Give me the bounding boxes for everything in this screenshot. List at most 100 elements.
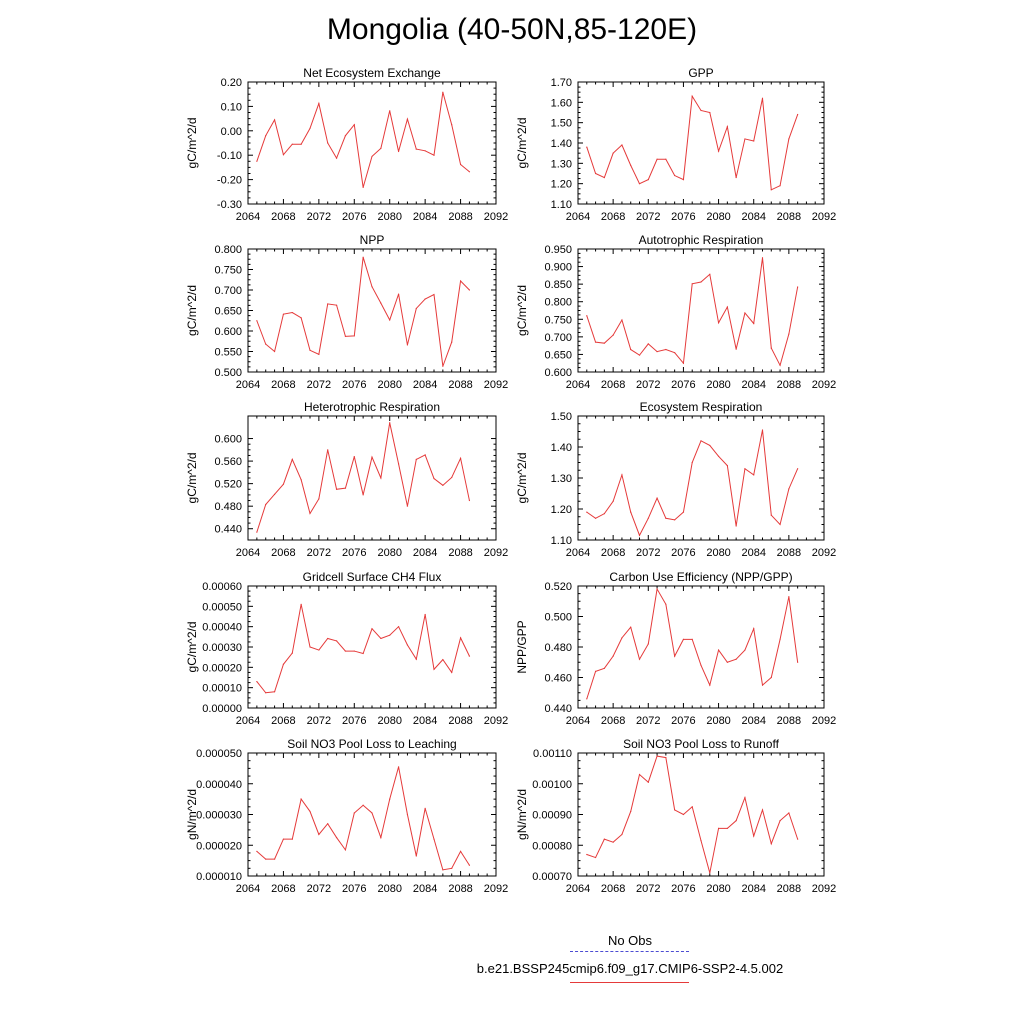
- chart-7-xtick-label: 2064: [566, 715, 590, 727]
- chart-6-point: [353, 650, 355, 652]
- chart-7-point: [779, 638, 781, 640]
- chart-8-point: [318, 833, 320, 836]
- chart-9-ytick-label: 0.00110: [533, 748, 572, 760]
- chart-7-point: [665, 603, 667, 605]
- chart-9-title: Soil NO3 Pool Loss to Runoff: [623, 737, 780, 751]
- chart-1-point: [761, 97, 764, 99]
- chart-3-title: Autotrophic Respiration: [639, 233, 764, 247]
- chart-0-point: [371, 155, 373, 158]
- chart-4-point: [335, 488, 338, 490]
- chart-4-point: [433, 477, 435, 480]
- chart-2-ytick-label: 0.800: [214, 244, 242, 256]
- chart-7-title: Carbon Use Efficiency (NPP/GPP): [609, 570, 792, 584]
- chart-0-point: [256, 160, 258, 162]
- chart-5-point: [709, 444, 711, 447]
- chart-1-point: [647, 179, 649, 181]
- chart-5-point: [691, 461, 693, 464]
- chart-3-ylabel: gC/m^2/d: [515, 285, 529, 336]
- chart-3-point: [726, 306, 728, 308]
- chart-5-xtick-label: 2092: [812, 547, 836, 559]
- chart-5-point: [753, 474, 755, 476]
- chart-2-xtick-label: 2076: [342, 379, 366, 391]
- chart-2-point: [318, 353, 320, 355]
- chart-6-ytick-label: 0.00030: [202, 642, 242, 654]
- chart-2-point: [353, 335, 355, 337]
- chart-ecosystem-respiration: Ecosystem Respiration gC/m^2/d 2064 2068 207…: [515, 400, 836, 559]
- chart-2-point: [327, 303, 329, 305]
- chart-3-ytick-label: 0.950: [544, 244, 572, 256]
- chart-4-ytick-label: 0.600: [214, 434, 242, 446]
- chart-1-ytick-label: 1.20: [551, 179, 572, 191]
- chart-9-point: [735, 820, 737, 822]
- chart-4-point: [265, 503, 267, 506]
- chart-3-point: [594, 341, 597, 343]
- chart-7-point: [603, 667, 605, 669]
- chart-5-point: [621, 474, 623, 476]
- chart-4-xtick-label: 2080: [377, 547, 401, 559]
- chart-5-ytick-label: 1.50: [551, 411, 572, 423]
- chart-0-point: [353, 124, 355, 126]
- chart-5-title: Ecosystem Respiration: [640, 400, 763, 414]
- chart-3-xtick-label: 2084: [741, 379, 765, 391]
- chart-9-point: [717, 827, 720, 829]
- chart-7-point: [691, 638, 693, 640]
- chart-3-point: [586, 315, 588, 317]
- chart-2-ytick-label: 0.750: [214, 265, 242, 277]
- chart-4-ytick-label: 0.440: [214, 524, 242, 536]
- chart-0-point: [282, 154, 285, 156]
- chart-4-point: [282, 483, 285, 485]
- chart-7-point: [674, 655, 676, 657]
- chart-npp: NPP gC/m^2/d 2064 2068 2072 2076 2080 2084 2088 2…: [185, 233, 508, 391]
- chart-6-point: [344, 650, 347, 652]
- chart-8-point: [415, 855, 417, 857]
- chart-3-point: [700, 281, 702, 283]
- chart-0-ytick-label: -0.30: [217, 199, 242, 211]
- chart-8-point: [273, 858, 276, 860]
- legend: No Obs b.e21.BSSP245cmip6.f09_g17.CMIP6-…: [440, 930, 830, 990]
- chart-4-point: [424, 454, 426, 456]
- chart-3-xtick-label: 2092: [812, 379, 836, 391]
- chart-2-xtick-label: 2084: [413, 379, 437, 391]
- chart-8-point: [468, 864, 471, 866]
- chart-6-ytick-label: 0.00040: [202, 622, 242, 634]
- chart-8-point: [389, 798, 391, 800]
- chart-3-point: [691, 283, 693, 285]
- chart-3-point: [779, 364, 781, 366]
- chart-0-point: [300, 143, 302, 145]
- chart-0-ytick-label: 0.00: [221, 126, 242, 138]
- chart-9-xtick-label: 2084: [741, 883, 765, 895]
- chart-0-point: [265, 135, 267, 137]
- chart-4-point: [353, 455, 355, 458]
- chart-9-xtick-label: 2072: [636, 883, 660, 895]
- chart-2-point: [309, 349, 311, 351]
- chart-1-frame: [577, 81, 825, 205]
- chart-2-point: [282, 313, 285, 315]
- chart-7-xtick-label: 2068: [601, 715, 625, 727]
- chart-5-xtick-label: 2080: [706, 547, 730, 559]
- chart-8-point: [291, 838, 293, 840]
- chart-8-point: [300, 798, 302, 800]
- chart-2-point: [273, 350, 276, 353]
- chart-5-xtick-label: 2076: [671, 547, 695, 559]
- chart-7-point: [726, 661, 728, 663]
- chart-1-xtick-label: 2092: [812, 211, 836, 223]
- chart-5-point: [594, 517, 597, 519]
- chart-7-xtick-label: 2084: [741, 715, 765, 727]
- chart-9-ytick-label: 0.00090: [532, 810, 572, 822]
- chart-9-ytick-label: 0.00100: [532, 779, 572, 791]
- chart-2-xtick-label: 2092: [484, 379, 508, 391]
- chart-0-point: [406, 118, 409, 120]
- chart-5-xtick-label: 2088: [777, 547, 801, 559]
- chart-5-point: [788, 488, 790, 490]
- chart-2-point: [344, 335, 347, 337]
- chart-6-frame: [247, 585, 497, 709]
- chart-3-point: [788, 333, 790, 335]
- chart-4-title: Heterotrophic Respiration: [304, 400, 440, 414]
- chart-3-xtick-label: 2088: [777, 379, 801, 391]
- chart-7-series-line: [586, 587, 799, 700]
- chart-1-point: [603, 176, 605, 179]
- legend-obs-label: No Obs: [607, 933, 653, 948]
- chart-7-point: [761, 684, 764, 686]
- chart-9-xtick-label: 2080: [706, 883, 730, 895]
- chart-0-point: [424, 150, 426, 152]
